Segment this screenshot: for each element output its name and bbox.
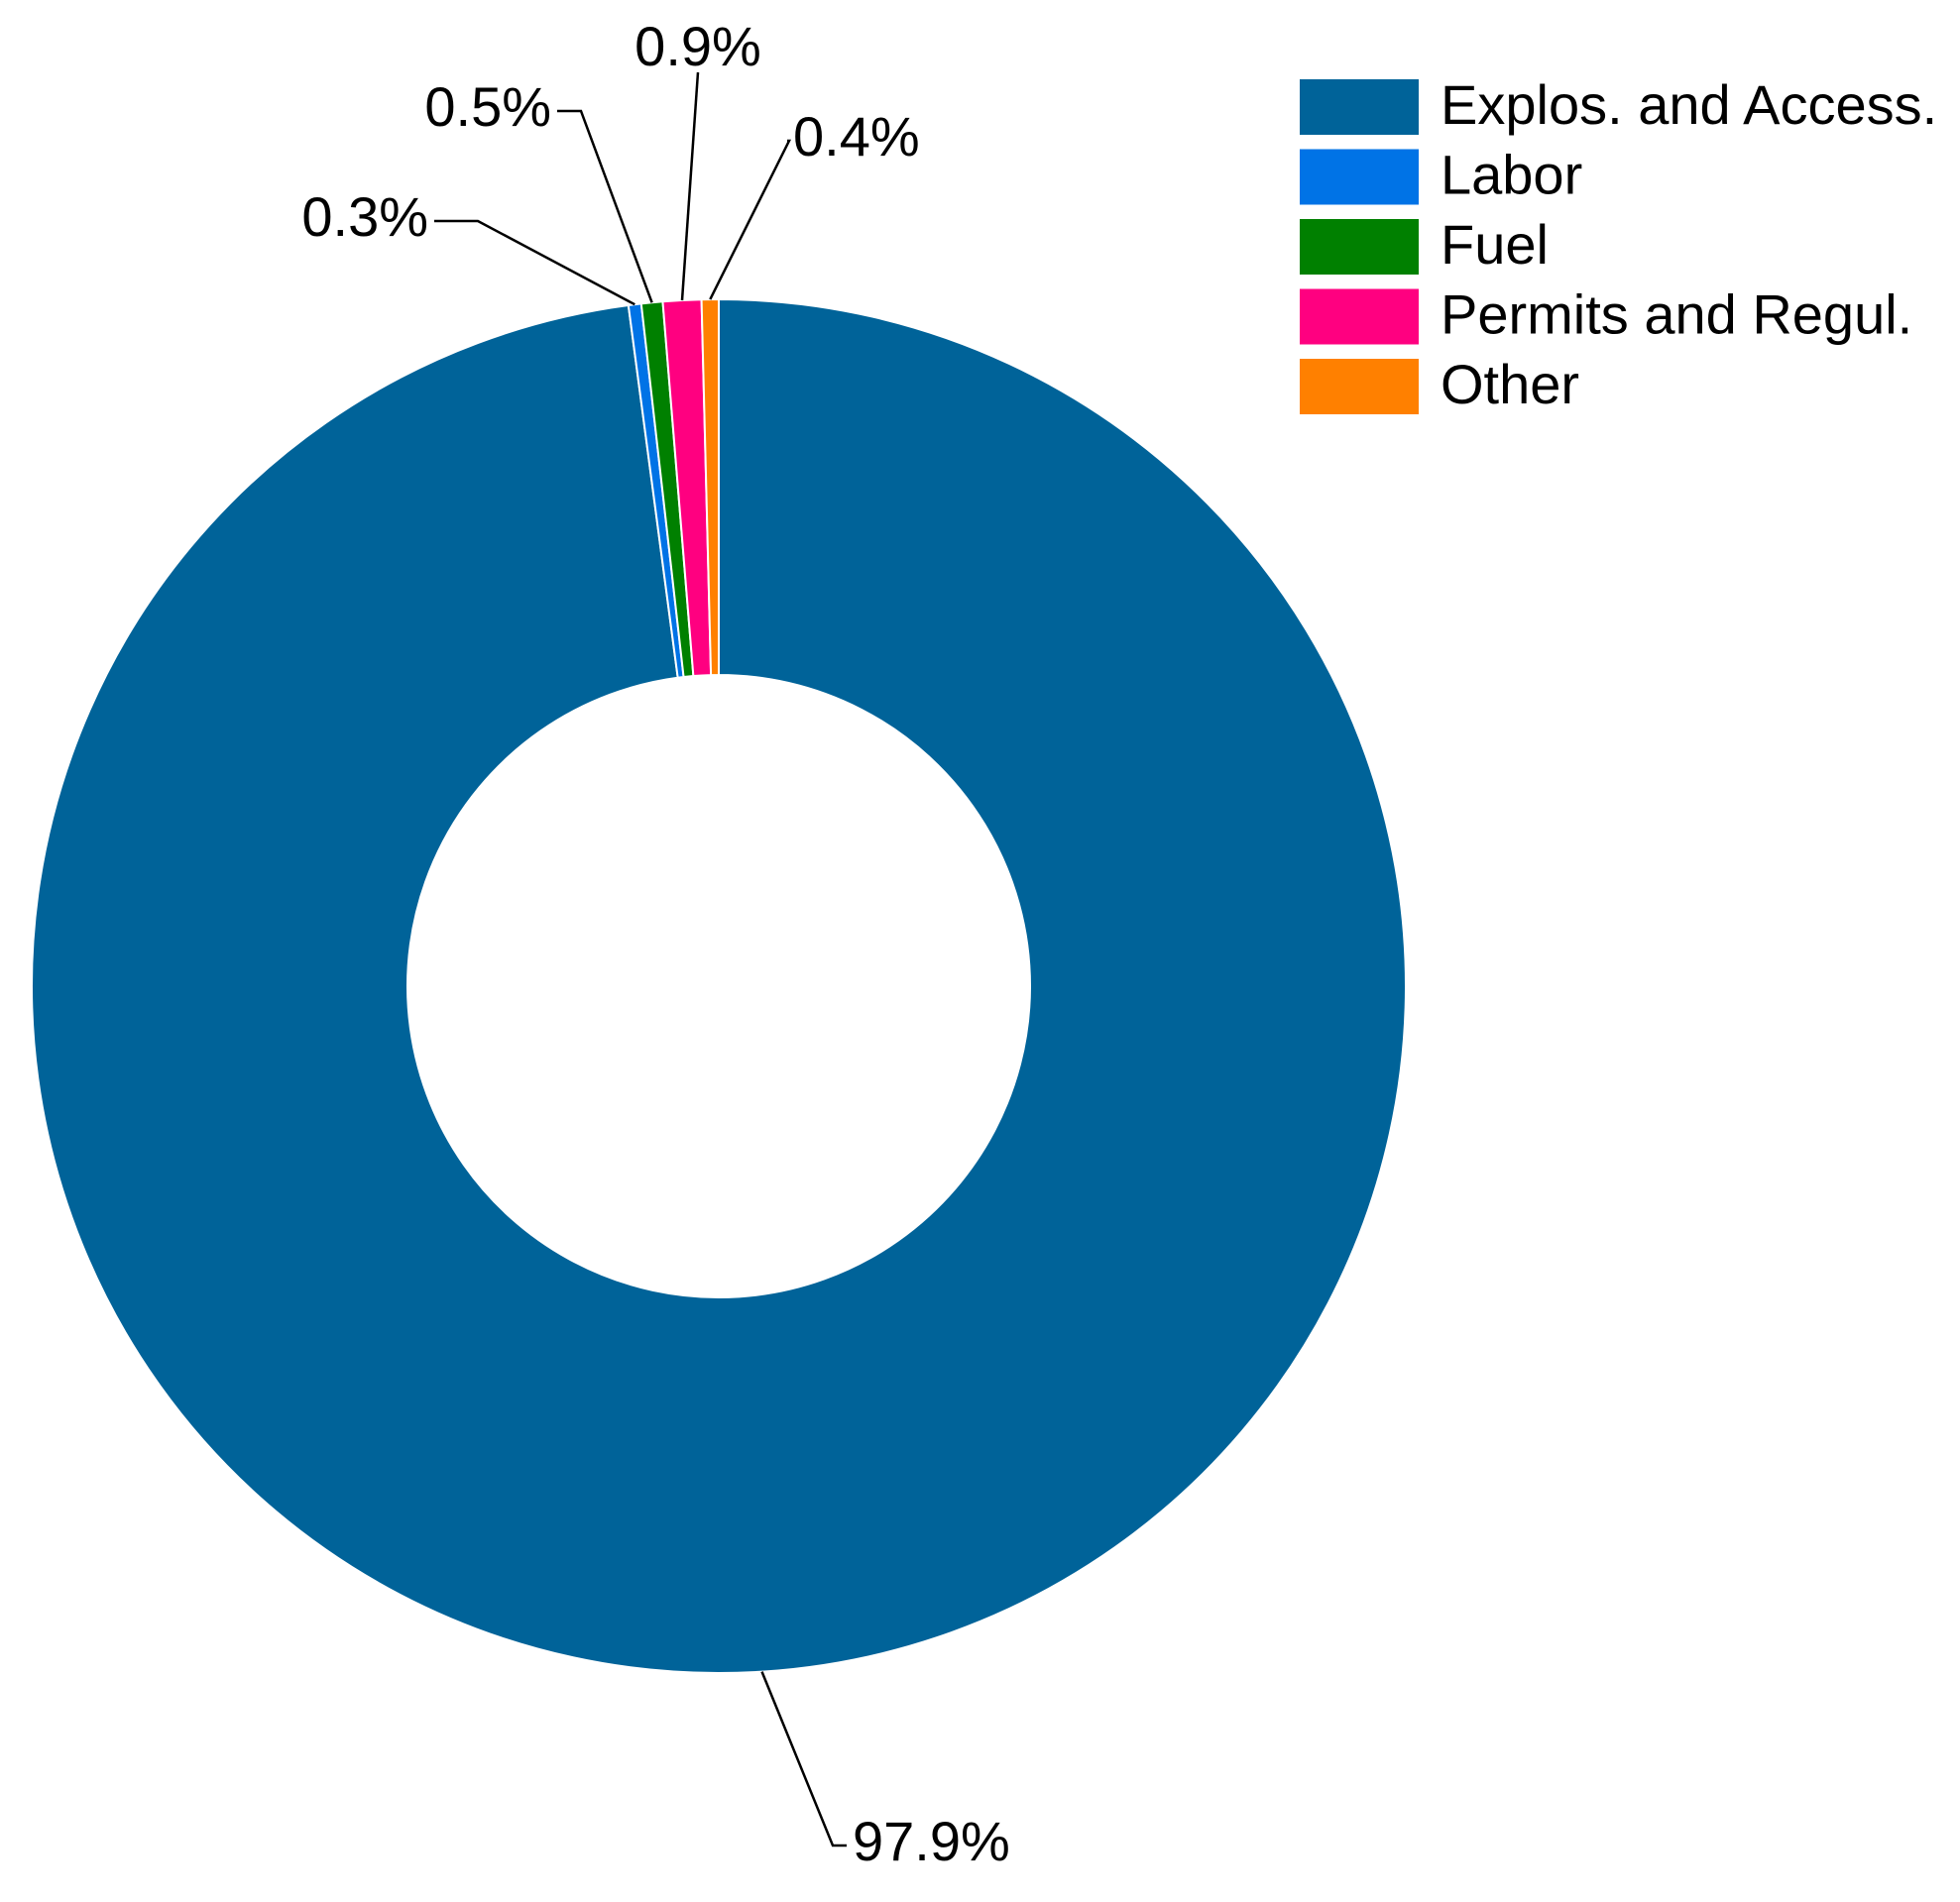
leader-line (434, 219, 635, 306)
legend-swatch (1300, 219, 1419, 275)
donut-slice (31, 297, 1407, 1674)
legend-label: Other (1441, 353, 1579, 415)
legend-swatch (1300, 359, 1419, 414)
leader-line (557, 109, 653, 303)
legend-label: Fuel (1441, 213, 1549, 276)
legend-label: Permits and Regul. (1441, 282, 1912, 345)
donut-slice (700, 297, 720, 677)
leader-line (680, 71, 700, 301)
data-label: 0.9% (634, 15, 761, 77)
legend-label: Labor (1441, 143, 1582, 205)
data-label: 0.4% (793, 105, 920, 168)
data-label: 0.5% (424, 75, 551, 138)
leader-line (760, 1671, 847, 1847)
legend-label: Explos. and Access. (1441, 73, 1937, 136)
data-label: 0.3% (301, 185, 428, 248)
data-label: 97.9% (853, 1810, 1010, 1872)
legend-swatch (1300, 79, 1419, 135)
legend-swatch (1300, 149, 1419, 205)
legend-swatch (1300, 288, 1419, 345)
leader-line (709, 139, 792, 300)
